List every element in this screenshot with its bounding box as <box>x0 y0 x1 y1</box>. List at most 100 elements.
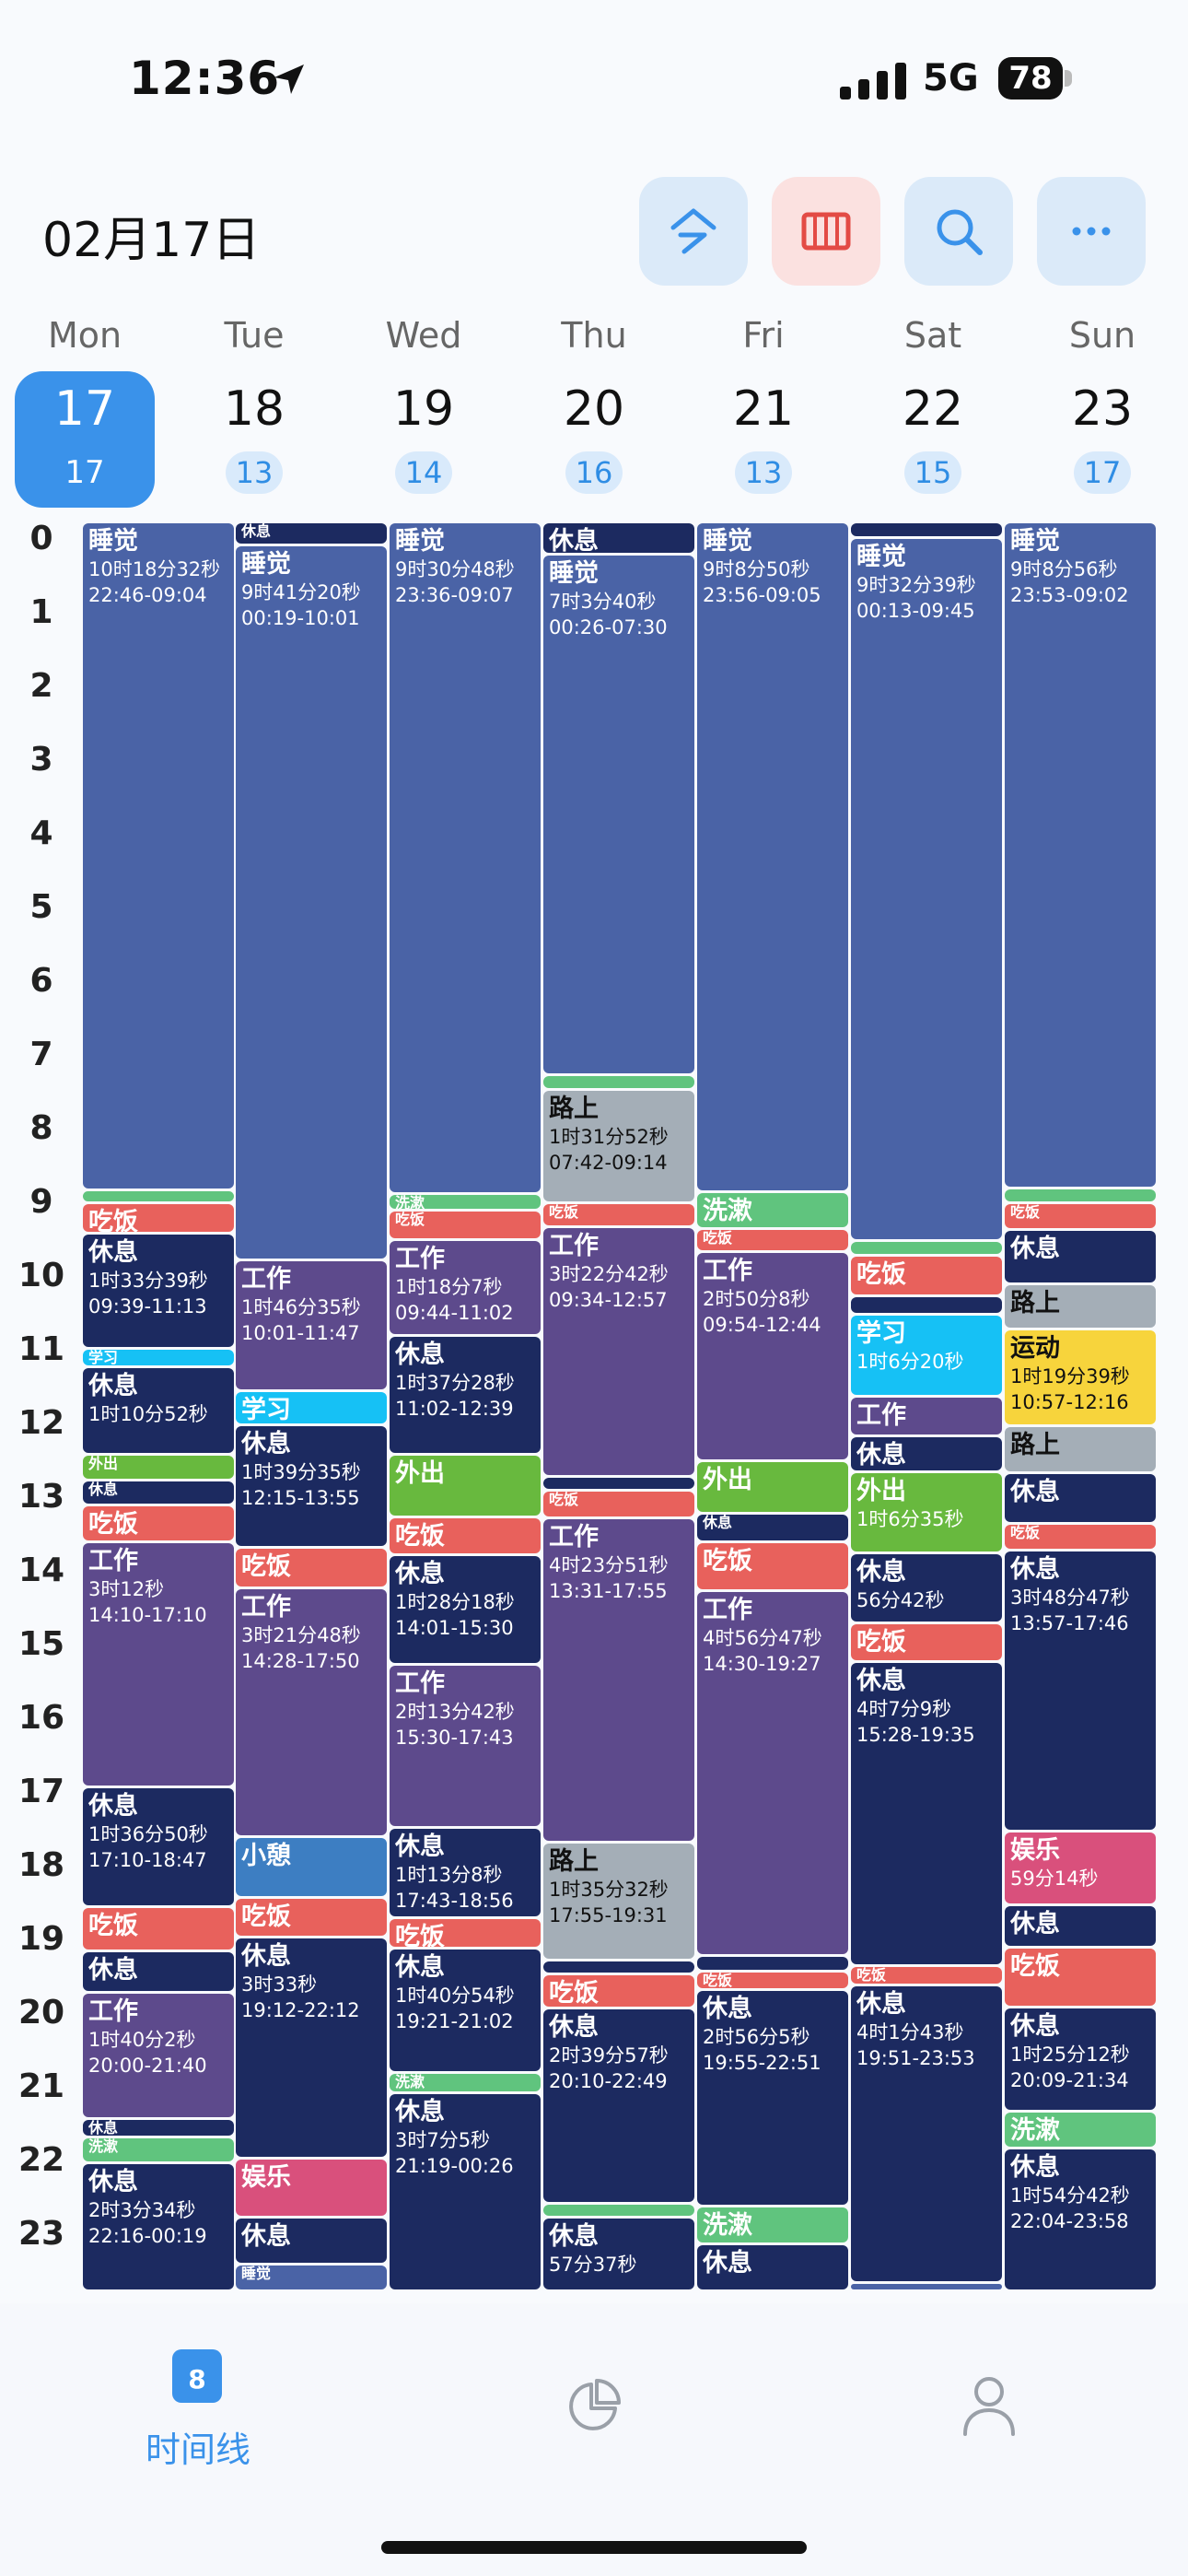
event-block-rest[interactable]: 休息 3时48分47秒 13:57-17:46 <box>1005 1551 1156 1831</box>
event-block-rest[interactable]: 休息 1时25分12秒 20:09-21:34 <box>1005 2008 1156 2111</box>
event-block-meal[interactable]: 吃饭 <box>1005 1524 1156 1549</box>
event-block-meal[interactable]: 吃饭 <box>543 1203 694 1226</box>
event-block-meal[interactable]: 吃饭 <box>543 1975 694 2008</box>
event-block-rest[interactable]: 休息 4时7分9秒 15:28-19:35 <box>851 1663 1002 1964</box>
event-block-commute[interactable]: 路上 1时35分32秒 17:55-19:31 <box>543 1844 694 1960</box>
event-block-work[interactable]: 工作 4时23分51秒 13:31-17:55 <box>543 1519 694 1842</box>
event-block-outing[interactable]: 外出 <box>83 1456 234 1479</box>
day-number[interactable]: 17 <box>53 381 116 437</box>
event-block-rest[interactable]: 休息 1时13分8秒 17:43-18:56 <box>390 1829 541 1916</box>
event-block-rest[interactable]: 休息 <box>697 1515 848 1540</box>
event-block-meal[interactable]: 吃饭 <box>851 1966 1002 1984</box>
event-block-meal[interactable]: 吃饭 <box>236 1549 387 1587</box>
page-title[interactable]: 02月17日 <box>42 213 261 268</box>
event-block-work[interactable]: 工作 3时21分48秒 14:28-17:50 <box>236 1589 387 1835</box>
event-block-rest[interactable]: 休息 1时28分18秒 14:01-15:30 <box>390 1556 541 1663</box>
day-number[interactable]: 21 <box>732 381 795 437</box>
today-button[interactable] <box>639 177 748 286</box>
event-block-work[interactable]: 工作 2时13分42秒 15:30-17:43 <box>390 1666 541 1827</box>
tab-timeline[interactable]: 时间线 <box>145 2430 250 2470</box>
event-block-rest[interactable]: 休息 3时33秒 19:12-22:12 <box>236 1938 387 2157</box>
event-block-meal[interactable]: 吃饭 <box>697 1973 848 1989</box>
event-block-rest[interactable]: 休息 1时39分35秒 12:15-13:55 <box>236 1426 387 1547</box>
event-block-wash[interactable]: 洗漱 <box>1005 2113 1156 2148</box>
event-block-rest[interactable] <box>851 1297 1002 1313</box>
event-block-wash[interactable] <box>1005 1188 1156 1201</box>
event-block-sleep[interactable] <box>851 2283 1002 2289</box>
event-block-rest[interactable]: 休息 <box>236 523 387 544</box>
event-block-rest[interactable]: 休息 3时7分5秒 21:19-00:26 <box>390 2094 541 2289</box>
event-block-rest[interactable]: 休息 <box>236 2219 387 2263</box>
event-block-sleep[interactable]: 睡觉 7时3分40秒 00:26-07:30 <box>543 555 694 1073</box>
event-block-rest[interactable]: 休息 1时33分39秒 09:39-11:13 <box>83 1235 234 1348</box>
pie-chart-icon[interactable] <box>564 2377 623 2436</box>
column-view-button[interactable] <box>772 177 880 286</box>
event-block-fun[interactable]: 娱乐 <box>236 2160 387 2216</box>
event-block-rest[interactable]: 休息 <box>83 2120 234 2137</box>
event-block-study[interactable]: 学习 1时6分20秒 <box>851 1316 1002 1396</box>
search-button[interactable] <box>904 177 1013 286</box>
event-block-wash[interactable]: 洗漱 <box>390 1195 541 1209</box>
event-block-meal[interactable]: 吃饭 <box>697 1229 848 1250</box>
event-block-rest[interactable]: 休息 4时1分43秒 19:51-23:53 <box>851 1986 1002 2281</box>
event-block-sleep[interactable]: 睡觉 10时18分32秒 22:46-09:04 <box>83 523 234 1189</box>
event-block-rest[interactable]: 休息 1时40分54秒 19:21-21:02 <box>390 1950 541 2071</box>
event-block-commute[interactable]: 路上 1时31分52秒 07:42-09:14 <box>543 1091 694 1201</box>
person-icon[interactable] <box>961 2375 1017 2436</box>
event-block-rest[interactable]: 休息 <box>697 2245 848 2289</box>
event-block-wash[interactable]: 洗漱 <box>390 2073 541 2092</box>
event-block-work[interactable]: 工作 3时22分42秒 09:34-12:57 <box>543 1228 694 1475</box>
event-block-commute[interactable]: 路上 <box>1005 1284 1156 1328</box>
event-block-work[interactable]: 工作 3时12秒 14:10-17:10 <box>83 1542 234 1786</box>
event-block-commute[interactable]: 路上 <box>1005 1427 1156 1471</box>
event-block-outing[interactable]: 外出 1时6分35秒 <box>851 1472 1002 1551</box>
event-block-rest[interactable]: 休息 <box>83 1481 234 1504</box>
event-block-rest[interactable]: 休息 57分37秒 <box>543 2219 694 2289</box>
event-block-rest[interactable] <box>543 1478 694 1489</box>
event-block-meal[interactable]: 吃饭 <box>1005 1203 1156 1228</box>
event-block-rest[interactable] <box>697 1957 848 1971</box>
event-block-work[interactable]: 工作 4时56分47秒 14:30-19:27 <box>697 1592 848 1954</box>
event-block-rest[interactable]: 休息 2时3分34秒 22:16-00:19 <box>83 2164 234 2289</box>
event-block-rest[interactable]: 休息 1时37分28秒 11:02-12:39 <box>390 1336 541 1453</box>
event-block-work[interactable]: 工作 2时50分8秒 09:54-12:44 <box>697 1253 848 1459</box>
event-block-wash[interactable]: 洗漱 <box>697 2207 848 2243</box>
event-block-rest[interactable]: 休息 56分42秒 <box>851 1553 1002 1622</box>
event-block-work[interactable]: 工作 <box>851 1398 1002 1434</box>
event-block-meal[interactable]: 吃饭 <box>390 1918 541 1947</box>
day-number[interactable]: 20 <box>563 381 625 437</box>
event-block-work[interactable]: 工作 1时40分2秒 20:00-21:40 <box>83 1994 234 2118</box>
event-block-rest[interactable]: 休息 1时36分50秒 17:10-18:47 <box>83 1788 234 1905</box>
event-block-meal[interactable]: 吃饭 <box>236 1899 387 1936</box>
event-block-sleep[interactable]: 睡觉 <box>236 2265 387 2289</box>
more-button[interactable] <box>1037 177 1146 286</box>
event-block-wash[interactable]: 洗漱 <box>697 1192 848 1227</box>
event-block-wash[interactable] <box>543 1076 694 1088</box>
selected-day-highlight[interactable] <box>15 371 155 508</box>
event-block-rest[interactable]: 休息 2时39分57秒 20:10-22:49 <box>543 2009 694 2203</box>
event-block-rest[interactable]: 休息 1时54分42秒 22:04-23:58 <box>1005 2149 1156 2289</box>
event-block-study[interactable]: 学习 <box>236 1391 387 1423</box>
event-block-work[interactable]: 工作 1时46分35秒 10:01-11:47 <box>236 1261 387 1389</box>
event-block-wash[interactable] <box>83 1191 234 1201</box>
event-block-rest[interactable]: 休息 <box>1005 1474 1156 1522</box>
timeline-calendar-icon[interactable]: 8 <box>172 2349 222 2403</box>
day-number[interactable]: 23 <box>1071 381 1134 437</box>
event-block-study[interactable]: 学习 <box>83 1350 234 1366</box>
event-block-sleep[interactable]: 睡觉 9时8分50秒 23:56-09:05 <box>697 523 848 1190</box>
event-block-outing[interactable]: 外出 <box>390 1456 541 1516</box>
event-block-meal[interactable]: 吃饭 <box>83 1203 234 1232</box>
event-block-sleep[interactable]: 睡觉 9时32分39秒 00:13-09:45 <box>851 539 1002 1239</box>
event-block-meal[interactable]: 吃饭 <box>83 1505 234 1540</box>
event-block-sleep[interactable]: 睡觉 9时41分20秒 00:19-10:01 <box>236 546 387 1259</box>
day-number[interactable]: 22 <box>902 381 964 437</box>
event-block-rest[interactable]: 休息 <box>83 1951 234 1991</box>
event-block-wash[interactable] <box>543 2205 694 2216</box>
event-block-sleep[interactable]: 睡觉 9时8分56秒 23:53-09:02 <box>1005 523 1156 1187</box>
event-block-meal[interactable]: 吃饭 <box>390 1518 541 1554</box>
event-block-rest[interactable]: 休息 <box>1005 1906 1156 1946</box>
event-block-meal[interactable]: 吃饭 <box>851 1257 1002 1294</box>
event-block-outing[interactable]: 外出 <box>697 1461 848 1512</box>
event-block-wash[interactable]: 洗漱 <box>83 2138 234 2162</box>
event-block-rest[interactable]: 休息 <box>851 1437 1002 1470</box>
